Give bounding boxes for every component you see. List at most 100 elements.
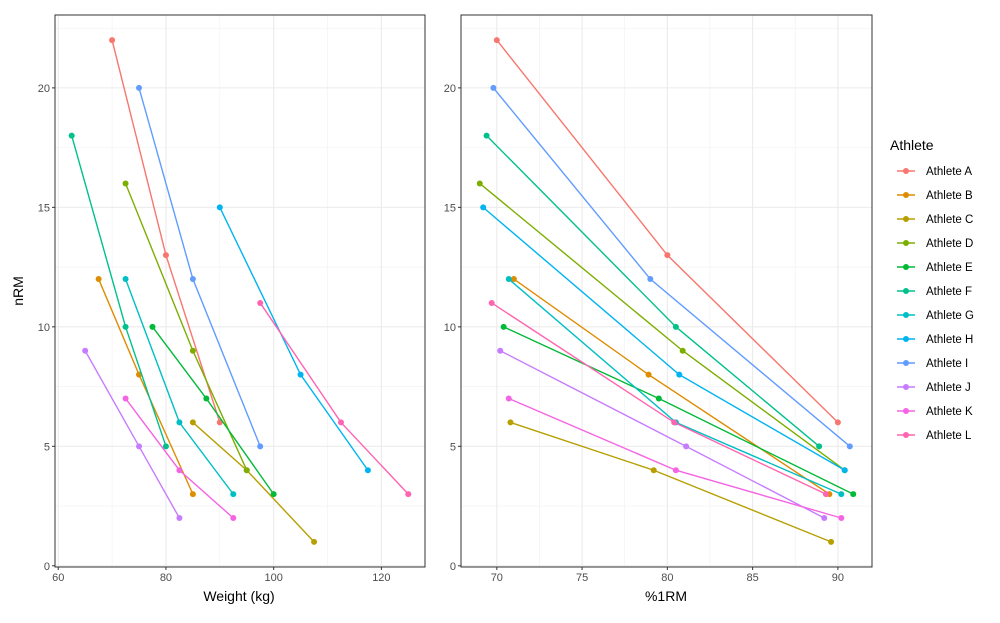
data-point-athlete-i	[490, 84, 497, 91]
legend-item: Athlete C	[897, 214, 973, 226]
data-point-athlete-f	[162, 443, 169, 450]
data-point-athlete-f	[672, 323, 679, 330]
data-point-athlete-g	[838, 491, 845, 498]
data-point-athlete-h	[297, 371, 304, 378]
data-point-athlete-b	[510, 276, 517, 283]
x-axis-title-weight: Weight (kg)	[203, 588, 274, 604]
legend-label: Athlete K	[926, 406, 973, 418]
legend-key-point	[903, 192, 909, 198]
panel-background	[55, 15, 425, 567]
legend-item: Athlete I	[897, 358, 968, 370]
legend-label: Athlete L	[926, 430, 972, 442]
data-point-athlete-d	[122, 180, 129, 187]
y-tick-label: 10	[444, 322, 456, 334]
data-point-athlete-e	[850, 491, 857, 498]
y-tick-label: 20	[444, 83, 456, 95]
legend-item: Athlete B	[897, 190, 973, 202]
data-point-athlete-g	[122, 276, 129, 283]
legend-item: Athlete F	[897, 286, 972, 298]
data-point-athlete-d	[476, 180, 483, 187]
y-tick-label: 0	[44, 561, 50, 573]
data-point-athlete-h	[480, 204, 487, 211]
data-point-athlete-a	[162, 252, 169, 259]
x-tick-label: 100	[264, 572, 282, 584]
data-point-athlete-i	[136, 84, 143, 91]
data-point-athlete-k	[176, 467, 183, 474]
data-point-athlete-f	[122, 323, 129, 330]
y-tick-label: 5	[44, 441, 50, 453]
legend-label: Athlete J	[926, 382, 971, 394]
data-point-athlete-e	[500, 323, 507, 330]
legend-label: Athlete A	[926, 166, 972, 178]
data-point-athlete-d	[679, 347, 686, 354]
legend-key-point	[903, 432, 909, 438]
legend-label: Athlete G	[926, 310, 974, 322]
data-point-athlete-d	[189, 347, 196, 354]
y-tick-label: 10	[38, 322, 50, 334]
legend-label: Athlete C	[926, 214, 973, 226]
legend-item: Athlete E	[897, 262, 973, 274]
data-point-athlete-c	[828, 538, 835, 545]
legend: Athlete Athlete A Athlete B Athlete C Athle…	[890, 137, 974, 442]
legend-key-point	[903, 240, 909, 246]
data-point-athlete-b	[645, 371, 652, 378]
data-point-athlete-c	[311, 538, 318, 545]
legend-key-point	[903, 384, 909, 390]
y-axis-title-nrm: nRM	[10, 276, 26, 306]
data-point-athlete-g	[505, 276, 512, 283]
data-point-athlete-f	[816, 443, 823, 450]
legend-item: Athlete D	[897, 238, 973, 250]
data-point-athlete-a	[109, 37, 116, 44]
legend-key-point	[903, 288, 909, 294]
legend-label: Athlete I	[926, 358, 968, 370]
x-tick-label: 90	[832, 572, 844, 584]
y-tick-label: 0	[450, 561, 456, 573]
x-tick-label: 80	[661, 572, 673, 584]
y-tick-label: 5	[450, 441, 456, 453]
data-point-athlete-k	[122, 395, 129, 402]
left-panel-weight: 60 80 100 120 0 5 10 15 20	[38, 14, 426, 584]
data-point-athlete-i	[647, 276, 654, 283]
data-point-athlete-i	[257, 443, 264, 450]
data-point-athlete-f	[483, 132, 490, 139]
data-point-athlete-g	[230, 491, 237, 498]
data-point-athlete-k	[672, 467, 679, 474]
data-point-athlete-c	[507, 419, 514, 426]
data-point-athlete-b	[189, 491, 196, 498]
legend-key-point	[903, 216, 909, 222]
legend-label: Athlete E	[926, 262, 973, 274]
data-point-athlete-k	[505, 395, 512, 402]
x-tick-label: 70	[491, 572, 503, 584]
data-point-athlete-e	[149, 323, 156, 330]
data-point-athlete-j	[136, 443, 143, 450]
data-point-athlete-g	[176, 419, 183, 426]
panel-border	[460, 14, 873, 568]
data-point-athlete-a	[493, 37, 500, 44]
legend-label: Athlete H	[926, 334, 973, 346]
data-point-athlete-k	[230, 515, 237, 522]
data-point-athlete-l	[488, 299, 495, 306]
legend-label: Athlete D	[926, 238, 973, 250]
x-tick-label: 120	[372, 572, 390, 584]
legend-label: Athlete F	[926, 286, 972, 298]
legend-key-point	[903, 408, 909, 414]
data-point-athlete-b	[95, 276, 102, 283]
y-tick-label: 15	[444, 202, 456, 214]
data-point-athlete-e	[655, 395, 662, 402]
legend-key-point	[903, 168, 909, 174]
y-tick-label: 20	[38, 83, 50, 95]
data-point-athlete-e	[270, 491, 277, 498]
legend-key-point	[903, 264, 909, 270]
legend-item: Athlete A	[897, 166, 972, 178]
data-point-athlete-h	[676, 371, 683, 378]
data-point-athlete-l	[822, 491, 829, 498]
data-point-athlete-l	[337, 419, 344, 426]
panel-border	[54, 14, 426, 568]
x-tick-label: 80	[160, 572, 172, 584]
data-point-athlete-a	[834, 419, 841, 426]
data-point-athlete-j	[683, 443, 690, 450]
data-point-athlete-j	[497, 347, 504, 354]
data-point-athlete-j	[821, 515, 828, 522]
x-tick-label: 60	[52, 572, 64, 584]
